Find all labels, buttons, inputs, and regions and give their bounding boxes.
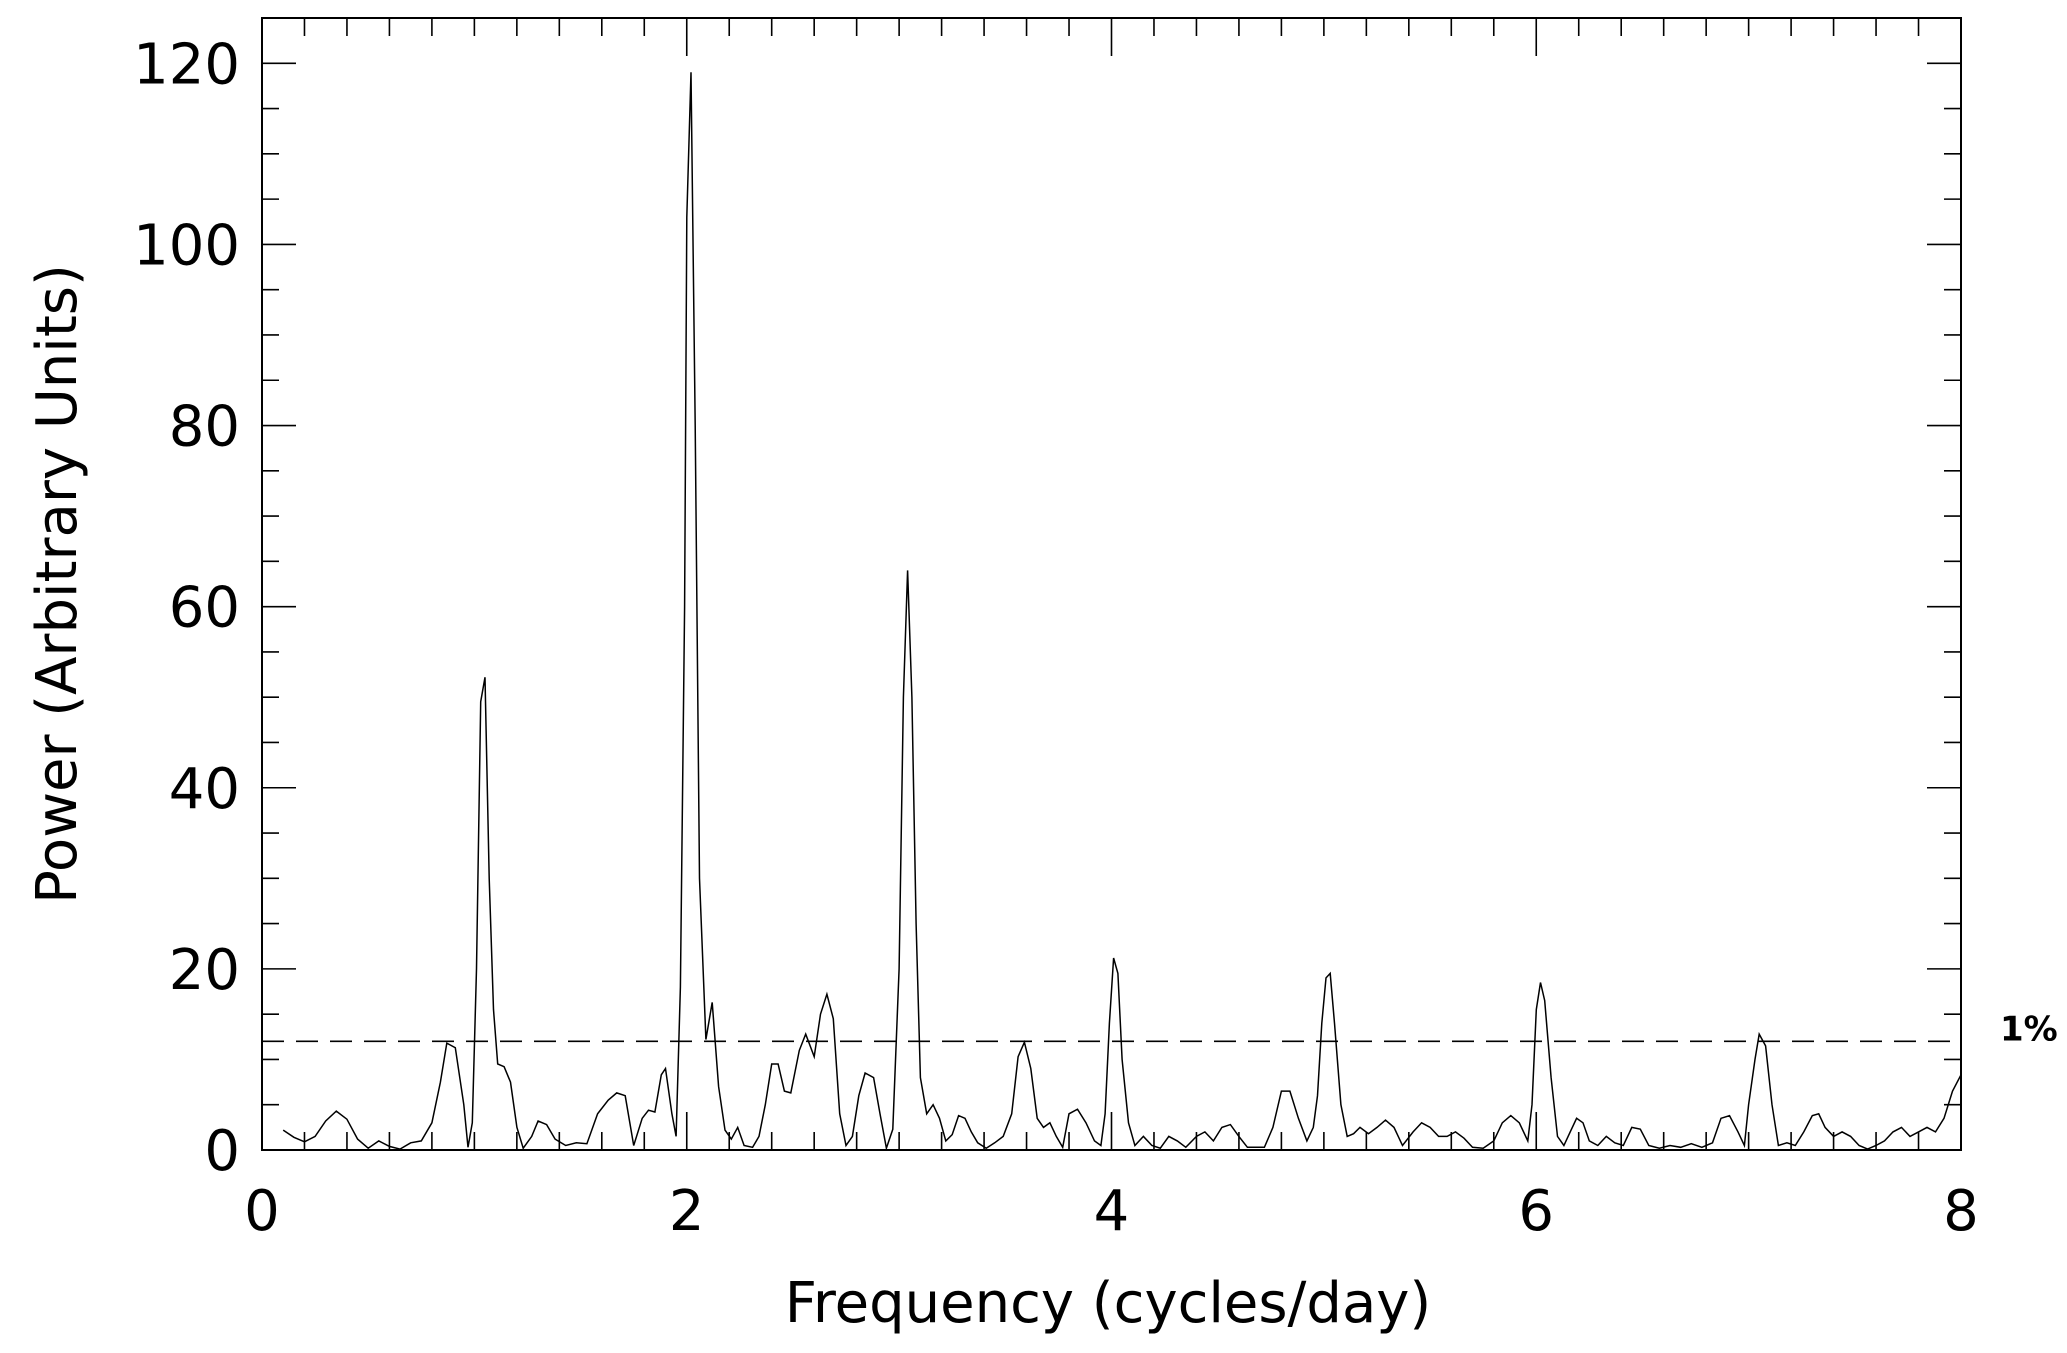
x-tick-label: 4 bbox=[1094, 1179, 1130, 1244]
y-tick-label: 120 bbox=[133, 32, 240, 97]
x-tick-label: 0 bbox=[244, 1179, 280, 1244]
threshold-group: 1% bbox=[262, 1009, 2058, 1049]
y-tick-label: 0 bbox=[204, 1119, 240, 1184]
y-tick-label: 100 bbox=[133, 213, 240, 278]
y-tick-label: 60 bbox=[169, 576, 240, 641]
threshold-label: 1% bbox=[2000, 1009, 2058, 1049]
y-tick-label: 20 bbox=[169, 938, 240, 1003]
x-tick-label: 2 bbox=[669, 1179, 705, 1244]
y-tick-label: 40 bbox=[169, 757, 240, 822]
axis-ticks bbox=[261, 17, 1962, 1151]
x-axis-label: Frequency (cycles/day) bbox=[785, 1271, 1432, 1336]
x-tick-label: 8 bbox=[1943, 1179, 1979, 1244]
y-axis-label: Power (Arbitrary Units) bbox=[25, 264, 90, 904]
x-tick-label: 6 bbox=[1518, 1179, 1554, 1244]
power-spectrum-line bbox=[282, 72, 1962, 1152]
series bbox=[282, 72, 1962, 1152]
y-tick-label: 80 bbox=[169, 395, 240, 460]
